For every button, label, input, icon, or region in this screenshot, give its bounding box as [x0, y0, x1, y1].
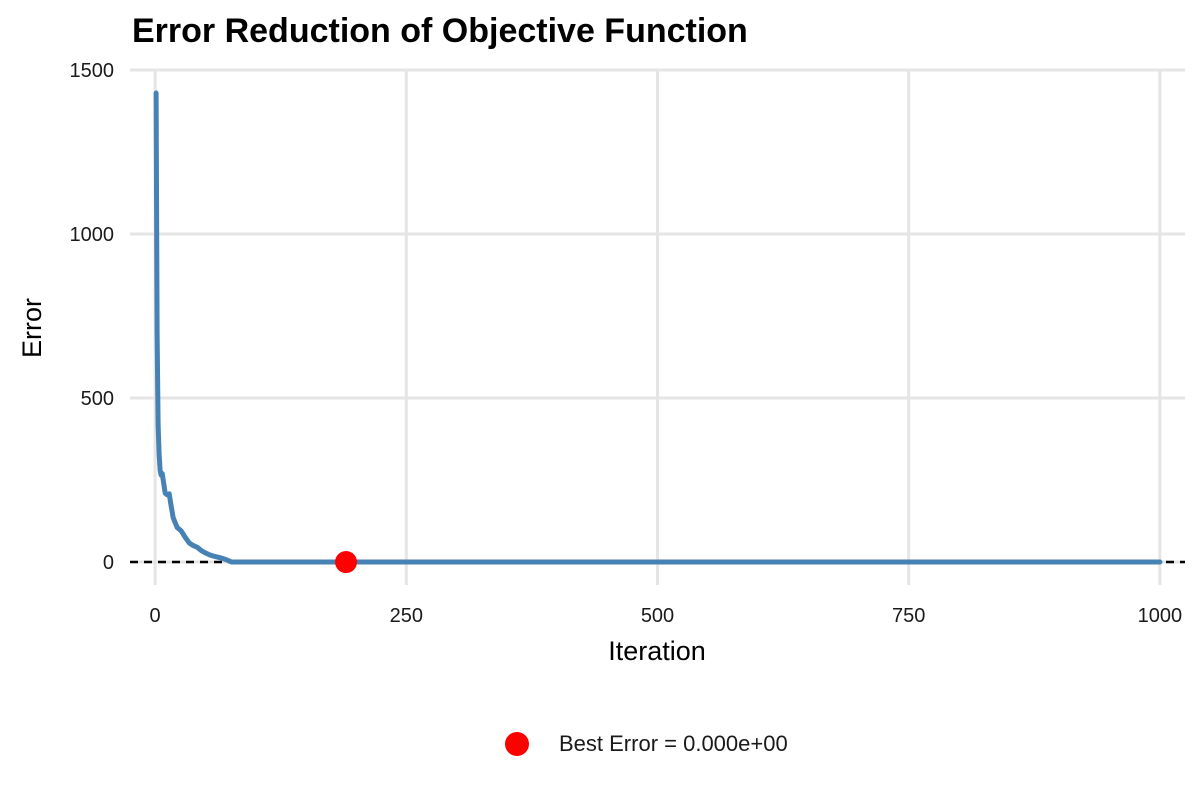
y-tick-label: 1000: [70, 224, 115, 246]
y-tick-label: 500: [81, 388, 114, 410]
x-tick-label: 1000: [1138, 605, 1183, 627]
x-axis-title: Iteration: [608, 636, 706, 666]
x-tick-labels: 0 250 500 750 1000: [150, 605, 1183, 627]
series-lines: [153, 90, 1163, 565]
y-tick-labels: 0 500 1000 1500: [70, 60, 115, 574]
y-axis-title: Error: [17, 298, 47, 358]
best-error-point: [335, 551, 358, 574]
legend-marker-icon: [505, 732, 529, 756]
chart-title: Error Reduction of Objective Function: [132, 12, 748, 50]
y-tick-label: 1500: [70, 60, 115, 82]
x-tick-label: 750: [892, 605, 925, 627]
y-tick-label: 0: [103, 552, 114, 574]
x-tick-label: 250: [390, 605, 423, 627]
x-tick-label: 0: [150, 605, 161, 627]
legend: Best Error = 0.000e+00: [505, 728, 788, 760]
error-series-line: [153, 90, 1163, 565]
legend-label: Best Error = 0.000e+00: [559, 731, 788, 756]
best-point-group: [335, 551, 358, 574]
x-tick-label: 500: [641, 605, 674, 627]
line-chart: 0 250 500 750 1000 0 500 1000 1500 Iteration Er…: [17, 60, 1185, 666]
grid-lines: [130, 68, 1185, 585]
